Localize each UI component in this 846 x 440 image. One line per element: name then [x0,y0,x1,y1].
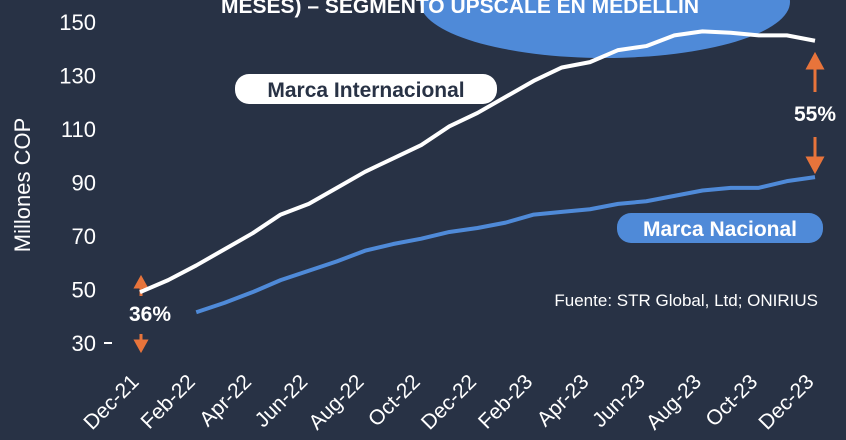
chart-title: MESES) – SEGMENTO UPSCALE EN MEDELLÍN [221,0,699,18]
series-line [139,29,816,295]
legend-box [617,213,823,243]
annotation: 36% [129,303,171,326]
y-tick-label: 90 [72,171,96,196]
y-tick-label: 70 [72,224,96,249]
legend-box [235,74,497,104]
annotation: 55% [794,103,836,126]
y-axis-label: Millones COP [10,118,35,252]
y-tick-label: 30 [72,331,96,356]
y-tick-label: 110 [61,117,96,142]
y-tick-label: 150 [59,10,96,35]
y-tick-label: 50 [72,278,96,303]
series-line [195,175,816,315]
decor-ellipse [420,0,790,58]
source: Fuente: STR Global, Ltd; ONIRIUS [554,291,818,310]
legend-label: Marca Nacional [643,218,797,241]
legend-label: Marca Internacional [267,79,464,102]
y-tick-label: 130 [59,64,96,89]
